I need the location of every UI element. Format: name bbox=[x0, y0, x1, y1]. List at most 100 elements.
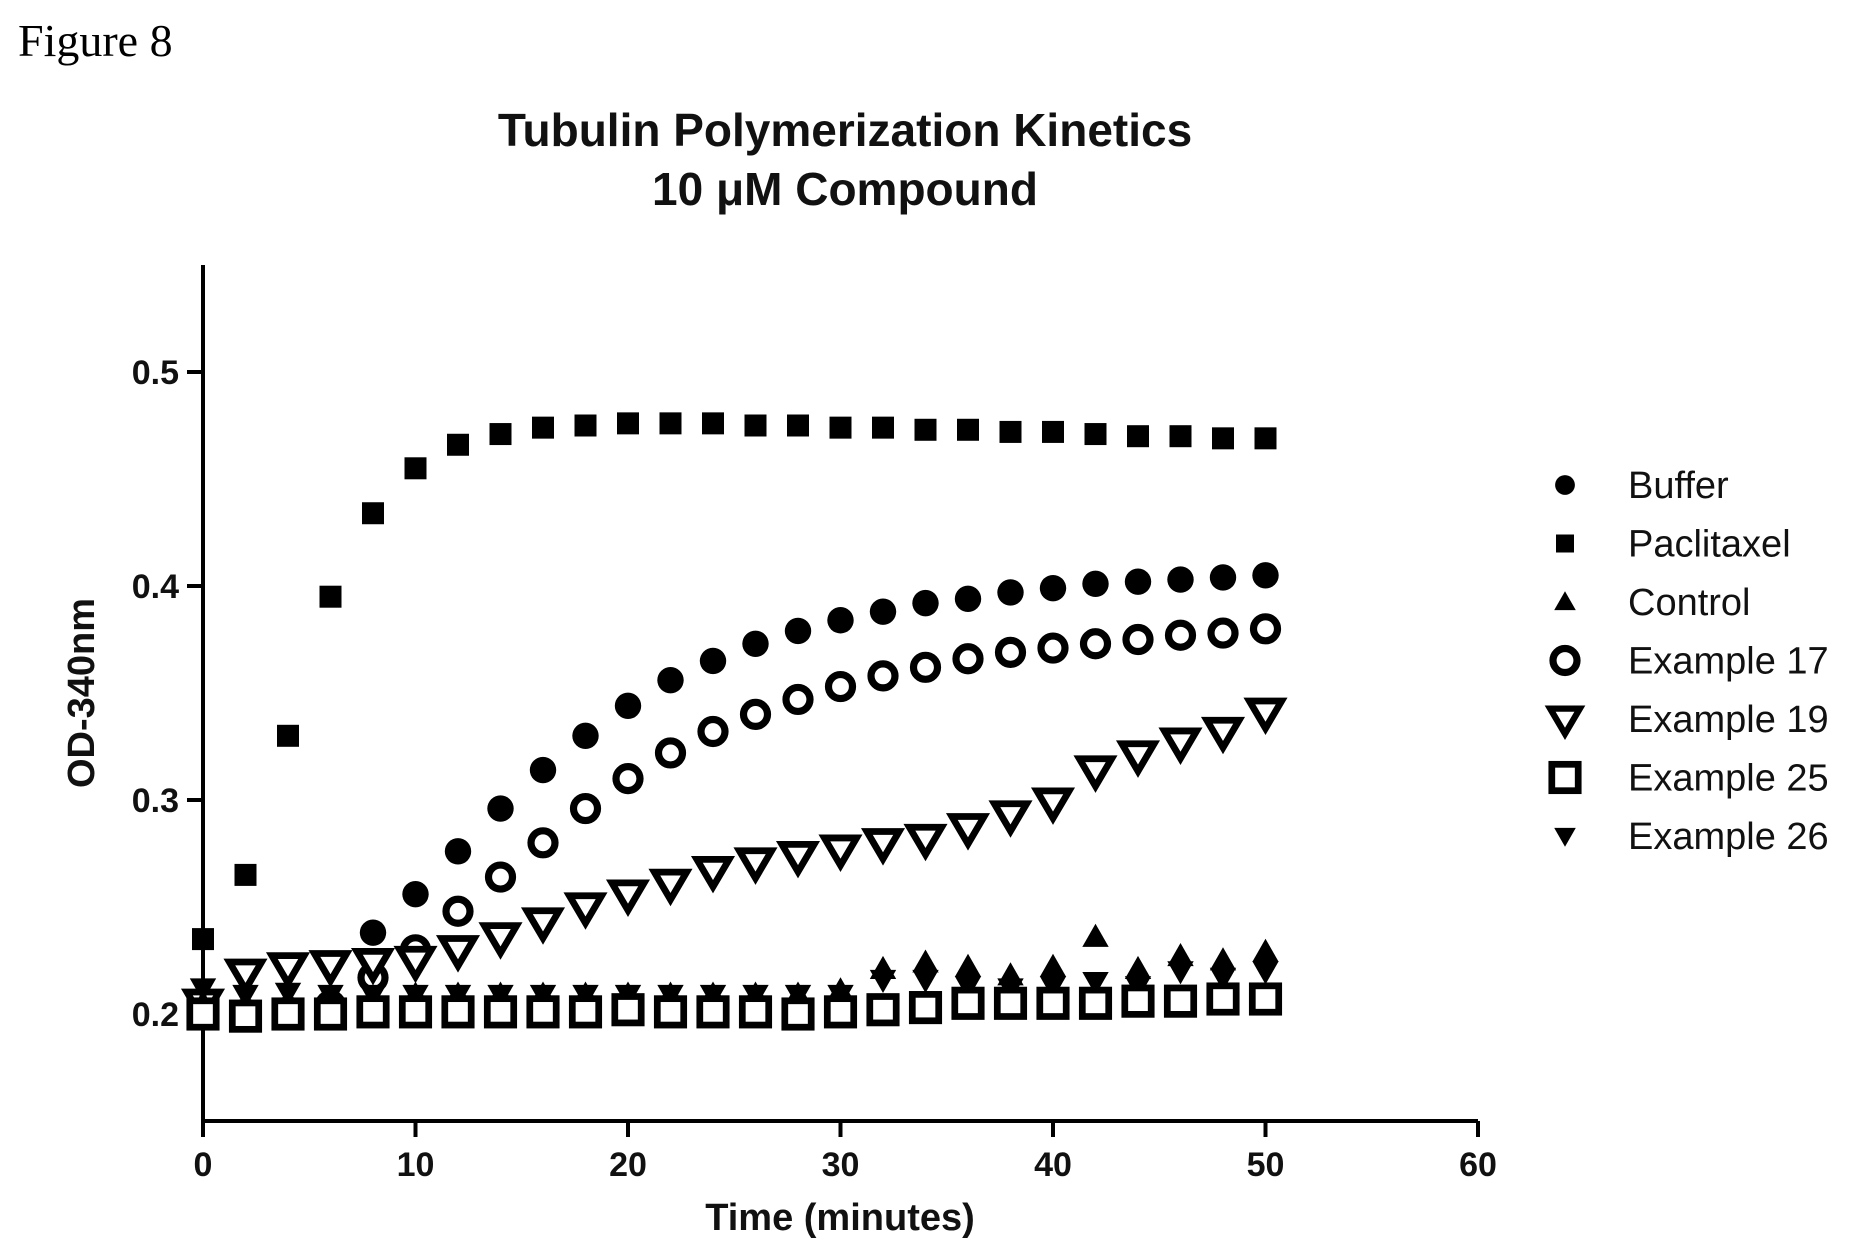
data-point bbox=[699, 647, 727, 675]
data-point bbox=[398, 995, 433, 1029]
y-axis-title: OD-340nm bbox=[61, 598, 103, 788]
legend-label: Example 17 bbox=[1628, 641, 1829, 683]
data-point bbox=[441, 995, 475, 1029]
legend-marker bbox=[1554, 827, 1576, 847]
data-point bbox=[362, 502, 384, 525]
data-point bbox=[818, 834, 863, 873]
data-point bbox=[317, 984, 344, 1008]
data-point bbox=[957, 418, 979, 441]
data-point bbox=[192, 928, 214, 951]
x-tick-label: 30 bbox=[822, 1146, 860, 1184]
chart-subtitle: 10 μM Compound bbox=[652, 163, 1038, 215]
data-point bbox=[1037, 632, 1069, 664]
data-point bbox=[1248, 982, 1283, 1016]
data-point bbox=[945, 813, 991, 851]
legend-marker bbox=[1555, 475, 1575, 495]
data-point bbox=[614, 692, 642, 720]
data-point bbox=[1167, 566, 1194, 593]
y-tick-label: 0.4 bbox=[132, 568, 179, 606]
data-point bbox=[1163, 984, 1198, 1018]
series-example-19 bbox=[180, 697, 1288, 1027]
data-point bbox=[526, 995, 560, 1029]
data-point bbox=[1200, 716, 1246, 755]
data-point bbox=[659, 412, 682, 435]
legend-item: Control bbox=[1554, 582, 1751, 624]
data-point bbox=[954, 953, 982, 977]
x-tick-label: 20 bbox=[609, 1146, 647, 1184]
legend-label: Control bbox=[1628, 582, 1751, 624]
data-point bbox=[733, 847, 778, 885]
data-point bbox=[1030, 787, 1076, 825]
chart-title: Tubulin Polymerization Kinetics bbox=[498, 104, 1192, 156]
data-point bbox=[823, 995, 858, 1029]
legend-item: Example 25 bbox=[1548, 758, 1829, 800]
data-point bbox=[914, 418, 937, 441]
legend-item: Example 17 bbox=[1549, 641, 1829, 683]
data-point bbox=[988, 800, 1033, 838]
data-point bbox=[1082, 972, 1109, 996]
data-point bbox=[569, 792, 602, 825]
data-point bbox=[1249, 613, 1282, 645]
data-point bbox=[1167, 961, 1194, 985]
data-point bbox=[999, 420, 1022, 443]
x-axis-title: Time (minutes) bbox=[705, 1197, 975, 1239]
series-example-25 bbox=[186, 982, 1283, 1033]
data-point bbox=[1207, 617, 1239, 649]
data-point bbox=[1121, 984, 1155, 1018]
data-point bbox=[1039, 953, 1067, 977]
data-point bbox=[1073, 755, 1118, 793]
y-tick-label: 0.5 bbox=[132, 354, 179, 392]
data-point bbox=[265, 952, 311, 990]
data-point bbox=[319, 585, 342, 608]
data-point bbox=[648, 868, 693, 907]
x-tick-label: 40 bbox=[1034, 1146, 1072, 1184]
data-point bbox=[954, 585, 982, 613]
data-point bbox=[872, 416, 894, 439]
data-point bbox=[1209, 564, 1237, 591]
data-point bbox=[444, 838, 472, 865]
legend-label: Example 25 bbox=[1628, 758, 1829, 800]
data-point bbox=[903, 823, 948, 862]
data-point bbox=[442, 895, 474, 927]
data-point bbox=[824, 670, 857, 703]
data-point bbox=[484, 861, 517, 893]
data-point bbox=[1212, 427, 1234, 450]
data-point bbox=[232, 984, 259, 1008]
data-point bbox=[1082, 570, 1109, 598]
data-point bbox=[605, 879, 651, 917]
legend-marker bbox=[1544, 705, 1586, 741]
data-point bbox=[781, 997, 815, 1031]
data-point bbox=[912, 589, 939, 617]
data-point bbox=[952, 643, 984, 675]
legend-item: Example 19 bbox=[1544, 699, 1829, 741]
legend-marker bbox=[1549, 644, 1581, 677]
legend-item: Paclitaxel bbox=[1556, 524, 1791, 566]
data-point bbox=[404, 457, 427, 480]
data-point bbox=[529, 756, 557, 784]
data-point bbox=[829, 416, 852, 439]
data-point bbox=[1254, 427, 1277, 450]
legend-marker bbox=[1548, 760, 1582, 795]
data-point bbox=[568, 995, 603, 1029]
data-point bbox=[1209, 947, 1237, 971]
data-point bbox=[739, 698, 772, 731]
data-point bbox=[867, 660, 899, 692]
data-point bbox=[228, 999, 263, 1033]
data-point bbox=[478, 922, 523, 960]
data-point bbox=[1252, 562, 1279, 589]
data-point bbox=[402, 880, 429, 908]
data-point bbox=[186, 997, 220, 1031]
data-point bbox=[690, 855, 736, 894]
data-point bbox=[787, 414, 809, 437]
data-point bbox=[784, 984, 812, 1008]
data-point bbox=[1115, 740, 1161, 778]
series-example-17 bbox=[187, 613, 1282, 1030]
series-control bbox=[189, 923, 1279, 1016]
data-point bbox=[1082, 923, 1109, 947]
data-point bbox=[860, 828, 906, 866]
data-point bbox=[775, 840, 821, 879]
x-tick-label: 60 bbox=[1459, 1146, 1497, 1184]
data-point bbox=[696, 995, 730, 1029]
data-point bbox=[611, 993, 645, 1027]
